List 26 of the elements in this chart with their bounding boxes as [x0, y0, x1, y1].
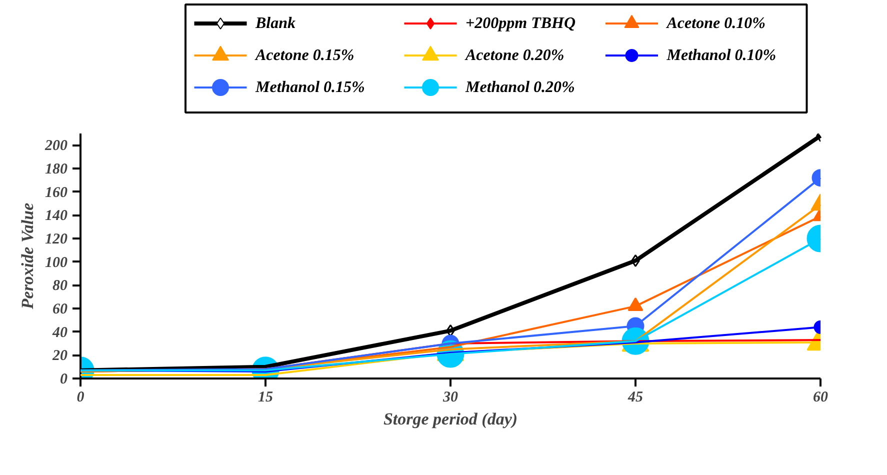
y-tick-label: 140 [45, 208, 68, 224]
legend-label: Acetone 0.15% [254, 47, 354, 64]
y-tick-label: 200 [44, 138, 68, 154]
legend-label: Acetone 0.10% [666, 15, 766, 32]
legend-label: Methanol 0.10% [666, 47, 776, 64]
x-tick-label: 30 [442, 390, 458, 406]
y-tick-label: 180 [45, 162, 68, 178]
legend-label: Methanol 0.20% [464, 79, 575, 96]
legend-label: Blank [254, 15, 296, 32]
y-tick-label: 120 [45, 232, 68, 248]
x-tick-label: 15 [258, 390, 274, 406]
x-tick-label: 0 [76, 390, 85, 406]
y-tick-label: 0 [60, 372, 68, 388]
x-axis-title: Storge period (day) [383, 410, 518, 428]
x-tick-label: 45 [627, 390, 644, 406]
y-tick-label: 20 [52, 348, 68, 364]
y-tick-label: 160 [45, 184, 68, 201]
x-tick-label: 60 [813, 390, 828, 406]
legend-label: +200ppm TBHQ [466, 15, 576, 32]
legend-label: Acetone 0.20% [464, 47, 564, 64]
legend-label: Methanol 0.15% [254, 79, 365, 96]
y-tick-label: 60 [52, 302, 68, 318]
y-tick-label: 40 [52, 324, 68, 341]
y-tick-label: 100 [45, 254, 68, 271]
y-axis-title: Peroxide Value [18, 202, 37, 310]
y-tick-label: 80 [52, 278, 68, 294]
